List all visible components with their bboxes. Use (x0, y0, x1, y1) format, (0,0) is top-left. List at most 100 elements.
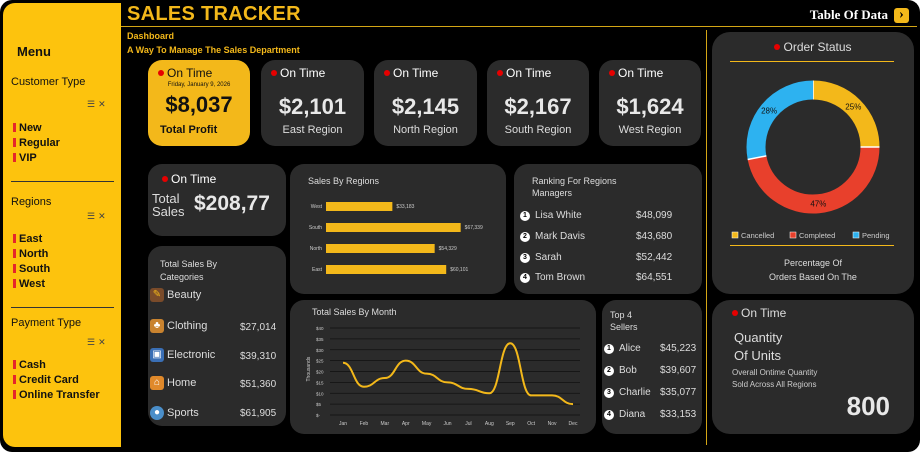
x-tick-label: Feb (360, 421, 369, 427)
top-sellers-title: Top 4 Sellers (610, 309, 638, 333)
bar (326, 223, 461, 232)
x-tick-label: Aug (485, 421, 494, 427)
home-icon: ⌂ (150, 376, 164, 390)
legend-label: Completed (799, 231, 835, 240)
ranking-title-line2: Managers (532, 188, 573, 198)
units-desc-line2: Sold Across All Regions (732, 380, 817, 389)
category-name: Sports (167, 407, 199, 419)
seller-name: Charlie (619, 387, 651, 398)
manager-name: Lisa White (535, 210, 582, 221)
seller-name: Diana (619, 409, 646, 420)
bar-category-label: West (311, 204, 323, 210)
bar-data-label: $33,183 (396, 204, 414, 210)
payment-type-heading: Payment Type (11, 317, 82, 329)
kpi-label: North Region (393, 124, 458, 136)
kpi-status: On Time (271, 66, 325, 80)
kpi-value: $8,037 (165, 92, 233, 117)
sales-by-regions-chart: West $33,183 South $67,339 North $54,329 East $… (309, 202, 483, 274)
categories-title-line2: Categories (160, 272, 204, 282)
regions-filter-icons[interactable]: ☰✕ (87, 211, 109, 221)
slicer-item-cash[interactable]: Cash (13, 358, 100, 373)
order-status-chart: 25% 47% 28% Cancelled Completed Pending (731, 80, 890, 240)
units-value: 800 (846, 391, 890, 421)
panel-divider (706, 30, 707, 445)
slicer-item-credit-card[interactable]: Credit Card (13, 373, 100, 388)
kpi-status: On Time (384, 66, 438, 80)
slicer-item-south[interactable]: South (13, 262, 50, 277)
kpi-east-region: On Time $2,101 East Region (261, 60, 364, 146)
ranking-row: 1 Lisa White (520, 210, 582, 221)
category-value: $27,014 (240, 322, 277, 333)
seller-row: 1 Alice (604, 343, 641, 354)
order-status-card: Order Status 25% 47% 28% Cancelled Completed… (712, 32, 914, 294)
slicer-item-vip[interactable]: VIP (13, 151, 60, 166)
y-tick-label: $10 (316, 391, 324, 396)
rank-badge: 1 (604, 343, 614, 354)
beauty-icon: ✎ (150, 288, 164, 302)
kpi-status: On Time (609, 66, 663, 80)
app-title: SALES TRACKER (127, 3, 301, 25)
kpi-date: Friday, January 9, 2026 (167, 82, 231, 88)
slicer-item-online-transfer[interactable]: Online Transfer (13, 388, 100, 403)
bar (326, 265, 447, 274)
slice-separator (747, 155, 767, 161)
categories-title-line1: Total Sales By (160, 259, 218, 269)
manager-value: $64,551 (636, 272, 673, 283)
seller-value: $39,607 (660, 365, 697, 376)
rank-badge: 2 (520, 231, 530, 242)
total-sales-label-line2: Sales (152, 204, 185, 219)
chevron-right-icon: › (894, 7, 909, 23)
bar-category-label: North (310, 246, 322, 252)
header: SALES TRACKER Table Of Data › (121, 3, 917, 27)
slicer-item-north[interactable]: North (13, 247, 50, 262)
y-tick-label: $5 (316, 402, 322, 407)
slice-data-label: 25% (845, 103, 861, 112)
slicer-item-regular[interactable]: Regular (13, 136, 60, 151)
total-sales-label-line1: Total (152, 191, 180, 206)
legend-swatch (852, 231, 860, 239)
title-underline (730, 61, 894, 62)
x-tick-label: May (422, 421, 432, 427)
kpi-south-region: On Time $2,167 South Region (487, 60, 589, 146)
bar-data-label: $60,101 (450, 267, 468, 273)
rank-badge: 4 (604, 409, 614, 420)
units-title-line1: Quantity (734, 330, 783, 345)
category-row-electronic: ▣ Electronic (150, 348, 215, 362)
kpi-west-region: On Time $1,624 West Region (599, 60, 701, 146)
caption-line1: Percentage Of (783, 258, 843, 268)
payment-type-filter-icons[interactable]: ☰✕ (87, 337, 109, 347)
categories-card: Total Sales By Categories ✎ Beauty ♣ Cloth… (148, 246, 286, 426)
category-name: Beauty (167, 289, 202, 301)
order-status-title: Order Status (712, 40, 914, 54)
ranking-row: 3 Sarah (520, 252, 562, 263)
x-tick-label: Jul (465, 421, 471, 427)
manager-name: Sarah (535, 252, 562, 263)
sales-line (342, 342, 574, 406)
y-tick-label: $30 (316, 348, 324, 353)
manager-value: $48,099 (636, 210, 673, 221)
rank-badge: 3 (604, 387, 614, 398)
customer-type-filter-icons[interactable]: ☰✕ (87, 99, 109, 109)
sports-icon: ● (150, 406, 164, 420)
total-sales-status: On Time (162, 172, 216, 186)
menu-title: Menu (17, 44, 51, 59)
x-tick-label: Dec (569, 421, 578, 427)
seller-row: 2 Bob (604, 365, 637, 376)
seller-row: 4 Diana (604, 409, 645, 420)
caption-line2: Orders Based On The (769, 272, 857, 282)
sidebar: Menu Customer Type ☰✕ New Regular VIP Re… (3, 3, 121, 447)
rank-badge: 3 (520, 252, 530, 263)
table-of-data-button[interactable]: Table Of Data › (810, 7, 909, 23)
slicer-item-west[interactable]: West (13, 277, 50, 292)
units-desc-line1: Overall Ontime Quantity (732, 368, 818, 377)
ranking-title: Ranking For Regions Managers (532, 175, 617, 199)
ranking-row: 2 Mark Davis (520, 231, 585, 242)
manager-name: Mark Davis (535, 231, 586, 242)
slice-data-label: 47% (810, 200, 826, 209)
sales-by-regions-card: Sales By Regions West $33,183 South $67,339… (290, 164, 506, 294)
sales-by-month-title: Total Sales By Month (312, 307, 397, 317)
slicer-item-east[interactable]: East (13, 232, 50, 247)
payment-type-list: Cash Credit Card Online Transfer (13, 358, 100, 403)
slicer-item-new[interactable]: New (13, 121, 60, 136)
x-tick-label: Mar (381, 421, 390, 427)
